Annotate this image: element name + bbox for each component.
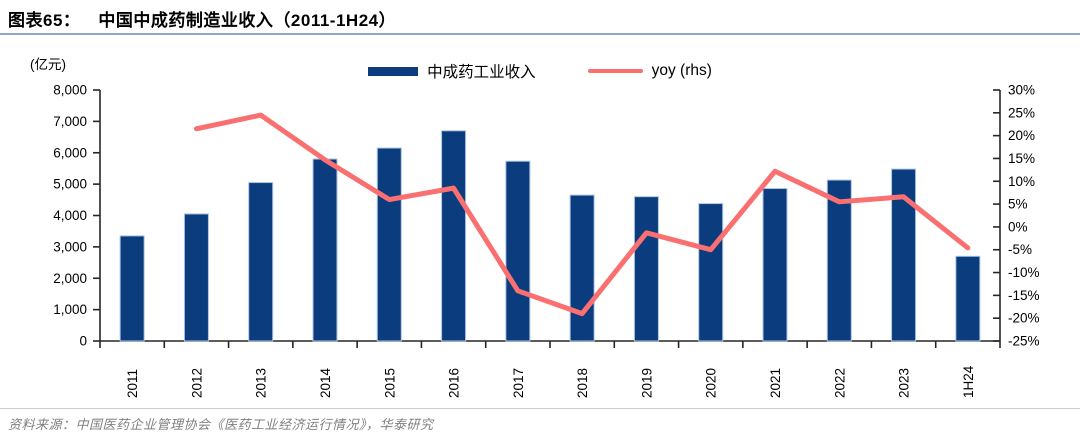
right-axis-tick-label: -25% — [1008, 334, 1040, 349]
bar-2020 — [698, 203, 724, 342]
line-series-swatch — [587, 68, 643, 74]
right-axis-tick-label: 25% — [1008, 105, 1035, 120]
right-axis-tick-label: -15% — [1008, 288, 1040, 303]
x-axis-tick-label: 2023 — [897, 368, 912, 398]
right-axis-tick-label: -5% — [1008, 242, 1032, 257]
x-axis-tick-label: 2016 — [447, 368, 462, 398]
source-note: 资料来源：中国医药企业管理协会《医药工业经济运行情况》，华泰研究 — [8, 417, 434, 432]
right-axis-tick-label: 15% — [1008, 151, 1035, 166]
legend-item-bar-series: 中成药工业收入 — [368, 60, 536, 82]
x-axis-tick-label: 2018 — [575, 368, 590, 398]
bar-2015 — [376, 147, 402, 342]
yoy-line — [193, 112, 971, 317]
left-axis-tick-label: 5,000 — [53, 177, 87, 192]
x-axis-tick-label: 2019 — [639, 368, 654, 398]
left-axis-tick-label: 3,000 — [53, 239, 87, 254]
left-axis-tick-label: 4,000 — [53, 208, 87, 223]
legend-label-bar-series: 中成药工业收入 — [427, 64, 536, 81]
bar-2013 — [248, 182, 274, 342]
x-axis-tick-label: 1H24 — [961, 365, 976, 398]
right-axis-tick-label: 0% — [1008, 219, 1028, 234]
bar-2022 — [826, 179, 852, 342]
left-axis-tick-label: 2,000 — [53, 271, 87, 286]
figure-title: 中国中成药制造业收入（2011-1H24） — [98, 11, 397, 30]
left-axis-tick-label: 0 — [79, 334, 87, 349]
x-axis-tick-label: 2011 — [125, 369, 140, 398]
right-axis-tick-label: 10% — [1008, 174, 1035, 189]
legend-label-line-series: yoy (rhs) — [651, 62, 712, 79]
bar-2014 — [312, 158, 338, 342]
x-axis-tick-label: 2021 — [768, 368, 783, 398]
chart-legend: 中成药工业收入 yoy (rhs) — [0, 60, 1080, 82]
bar-2017 — [505, 160, 531, 342]
x-axis-tick-label: 2017 — [511, 368, 526, 398]
right-axis-tick-label: -20% — [1008, 311, 1040, 326]
bar-series-swatch — [368, 66, 419, 76]
source-divider — [0, 408, 1080, 409]
right-axis-tick-label: 20% — [1008, 128, 1035, 143]
right-axis-tick-label: -10% — [1008, 265, 1040, 280]
bar-2012 — [183, 213, 209, 342]
left-axis-tick-label: 7,000 — [53, 114, 87, 129]
bar-2019 — [633, 196, 659, 342]
x-axis-tick-label: 2014 — [318, 367, 333, 398]
left-axis-tick-label: 6,000 — [53, 145, 87, 160]
x-axis-tick-label: 2013 — [254, 368, 269, 398]
bar-1H24 — [955, 255, 981, 342]
right-axis-tick-label: 5% — [1008, 197, 1028, 212]
right-axis-tick-label: 30% — [1008, 83, 1035, 98]
bar-2021 — [762, 188, 788, 342]
legend-item-line-series: yoy (rhs) — [587, 62, 712, 80]
figure-label: 图表65： — [8, 11, 81, 30]
bar-2018 — [569, 194, 595, 342]
left-axis-tick-label: 8,000 — [53, 83, 87, 98]
x-axis-tick-label: 2012 — [189, 368, 204, 398]
title-underline — [0, 33, 1080, 35]
bar-2016 — [441, 130, 467, 342]
x-axis-tick-label: 2015 — [382, 368, 397, 398]
x-axis-tick-label: 2020 — [704, 368, 719, 398]
left-axis-tick-label: 1,000 — [53, 302, 87, 317]
left-axis-unit-label: (亿元) — [30, 57, 66, 72]
figure-header: 图表65： 中国中成药制造业收入（2011-1H24） — [8, 6, 396, 31]
x-axis-tick-label: 2022 — [832, 368, 847, 398]
bar-2011 — [119, 235, 145, 342]
